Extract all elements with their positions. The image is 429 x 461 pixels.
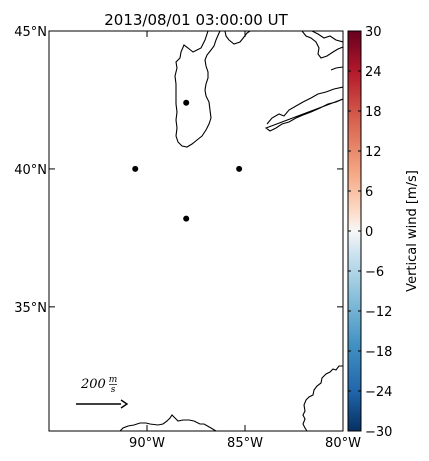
colorbar-tick-label: −18 — [365, 345, 392, 360]
lake-ontario-shoreline — [330, 66, 343, 71]
station-marker — [183, 99, 190, 106]
lon-tick-label: 85°W — [227, 436, 263, 451]
lat-tick-label: 45°N — [14, 25, 47, 40]
reference-vector-value: 200 — [80, 377, 106, 392]
map-frame — [48, 30, 344, 432]
colorbar-tick-label: −12 — [365, 305, 392, 320]
reference-arrow-head — [120, 399, 129, 409]
colorbar-ticks: 30 24 18 12 6 0 −6 −12 −18 −24 −30 — [348, 25, 392, 440]
colorbar-tick-label: −30 — [365, 425, 392, 440]
longitude-ticks: 90°W 85°W 80°W — [129, 31, 361, 451]
station-marker — [236, 165, 243, 172]
station-marker — [183, 215, 190, 222]
latitude-ticks: 45°N 40°N 35°N — [14, 25, 343, 316]
lon-tick-label: 80°W — [325, 436, 361, 451]
colorbar-label: Vertical wind [m/s] — [405, 170, 420, 292]
lon-tick-label: 90°W — [129, 436, 165, 451]
colorbar-tick-label: 0 — [365, 225, 373, 240]
georgian-bay-shoreline — [301, 31, 343, 59]
lake-michigan-shoreline — [174, 31, 221, 148]
colorbar-tick-label: 18 — [365, 105, 382, 120]
lake-erie-shoreline — [264, 86, 343, 132]
colorbar-tick-label: 30 — [365, 25, 382, 40]
lake-huron-east-shoreline — [311, 31, 343, 43]
colorbar-tick-label: 6 — [365, 185, 373, 200]
coastlines — [119, 31, 343, 431]
lake-huron-shoreline — [224, 31, 251, 45]
station-markers — [132, 99, 243, 222]
atlantic-coastline — [302, 365, 343, 431]
gulf-coastline — [119, 414, 217, 431]
colorbar-tick-label: 24 — [365, 65, 382, 80]
colorbar-tick-label: −24 — [365, 385, 392, 400]
colorbar-tick-label: 12 — [365, 145, 382, 160]
lat-tick-label: 40°N — [14, 163, 47, 178]
reference-vector: 200 m s — [76, 375, 129, 409]
station-marker — [132, 165, 139, 172]
map-title: 2013/08/01 03:00:00 UT — [104, 11, 288, 29]
colorbar-tick-label: −6 — [365, 265, 384, 280]
lat-tick-label: 35°N — [14, 301, 47, 316]
reference-vector-unit-den: s — [111, 385, 116, 395]
reference-vector-unit-num: m — [109, 375, 118, 385]
